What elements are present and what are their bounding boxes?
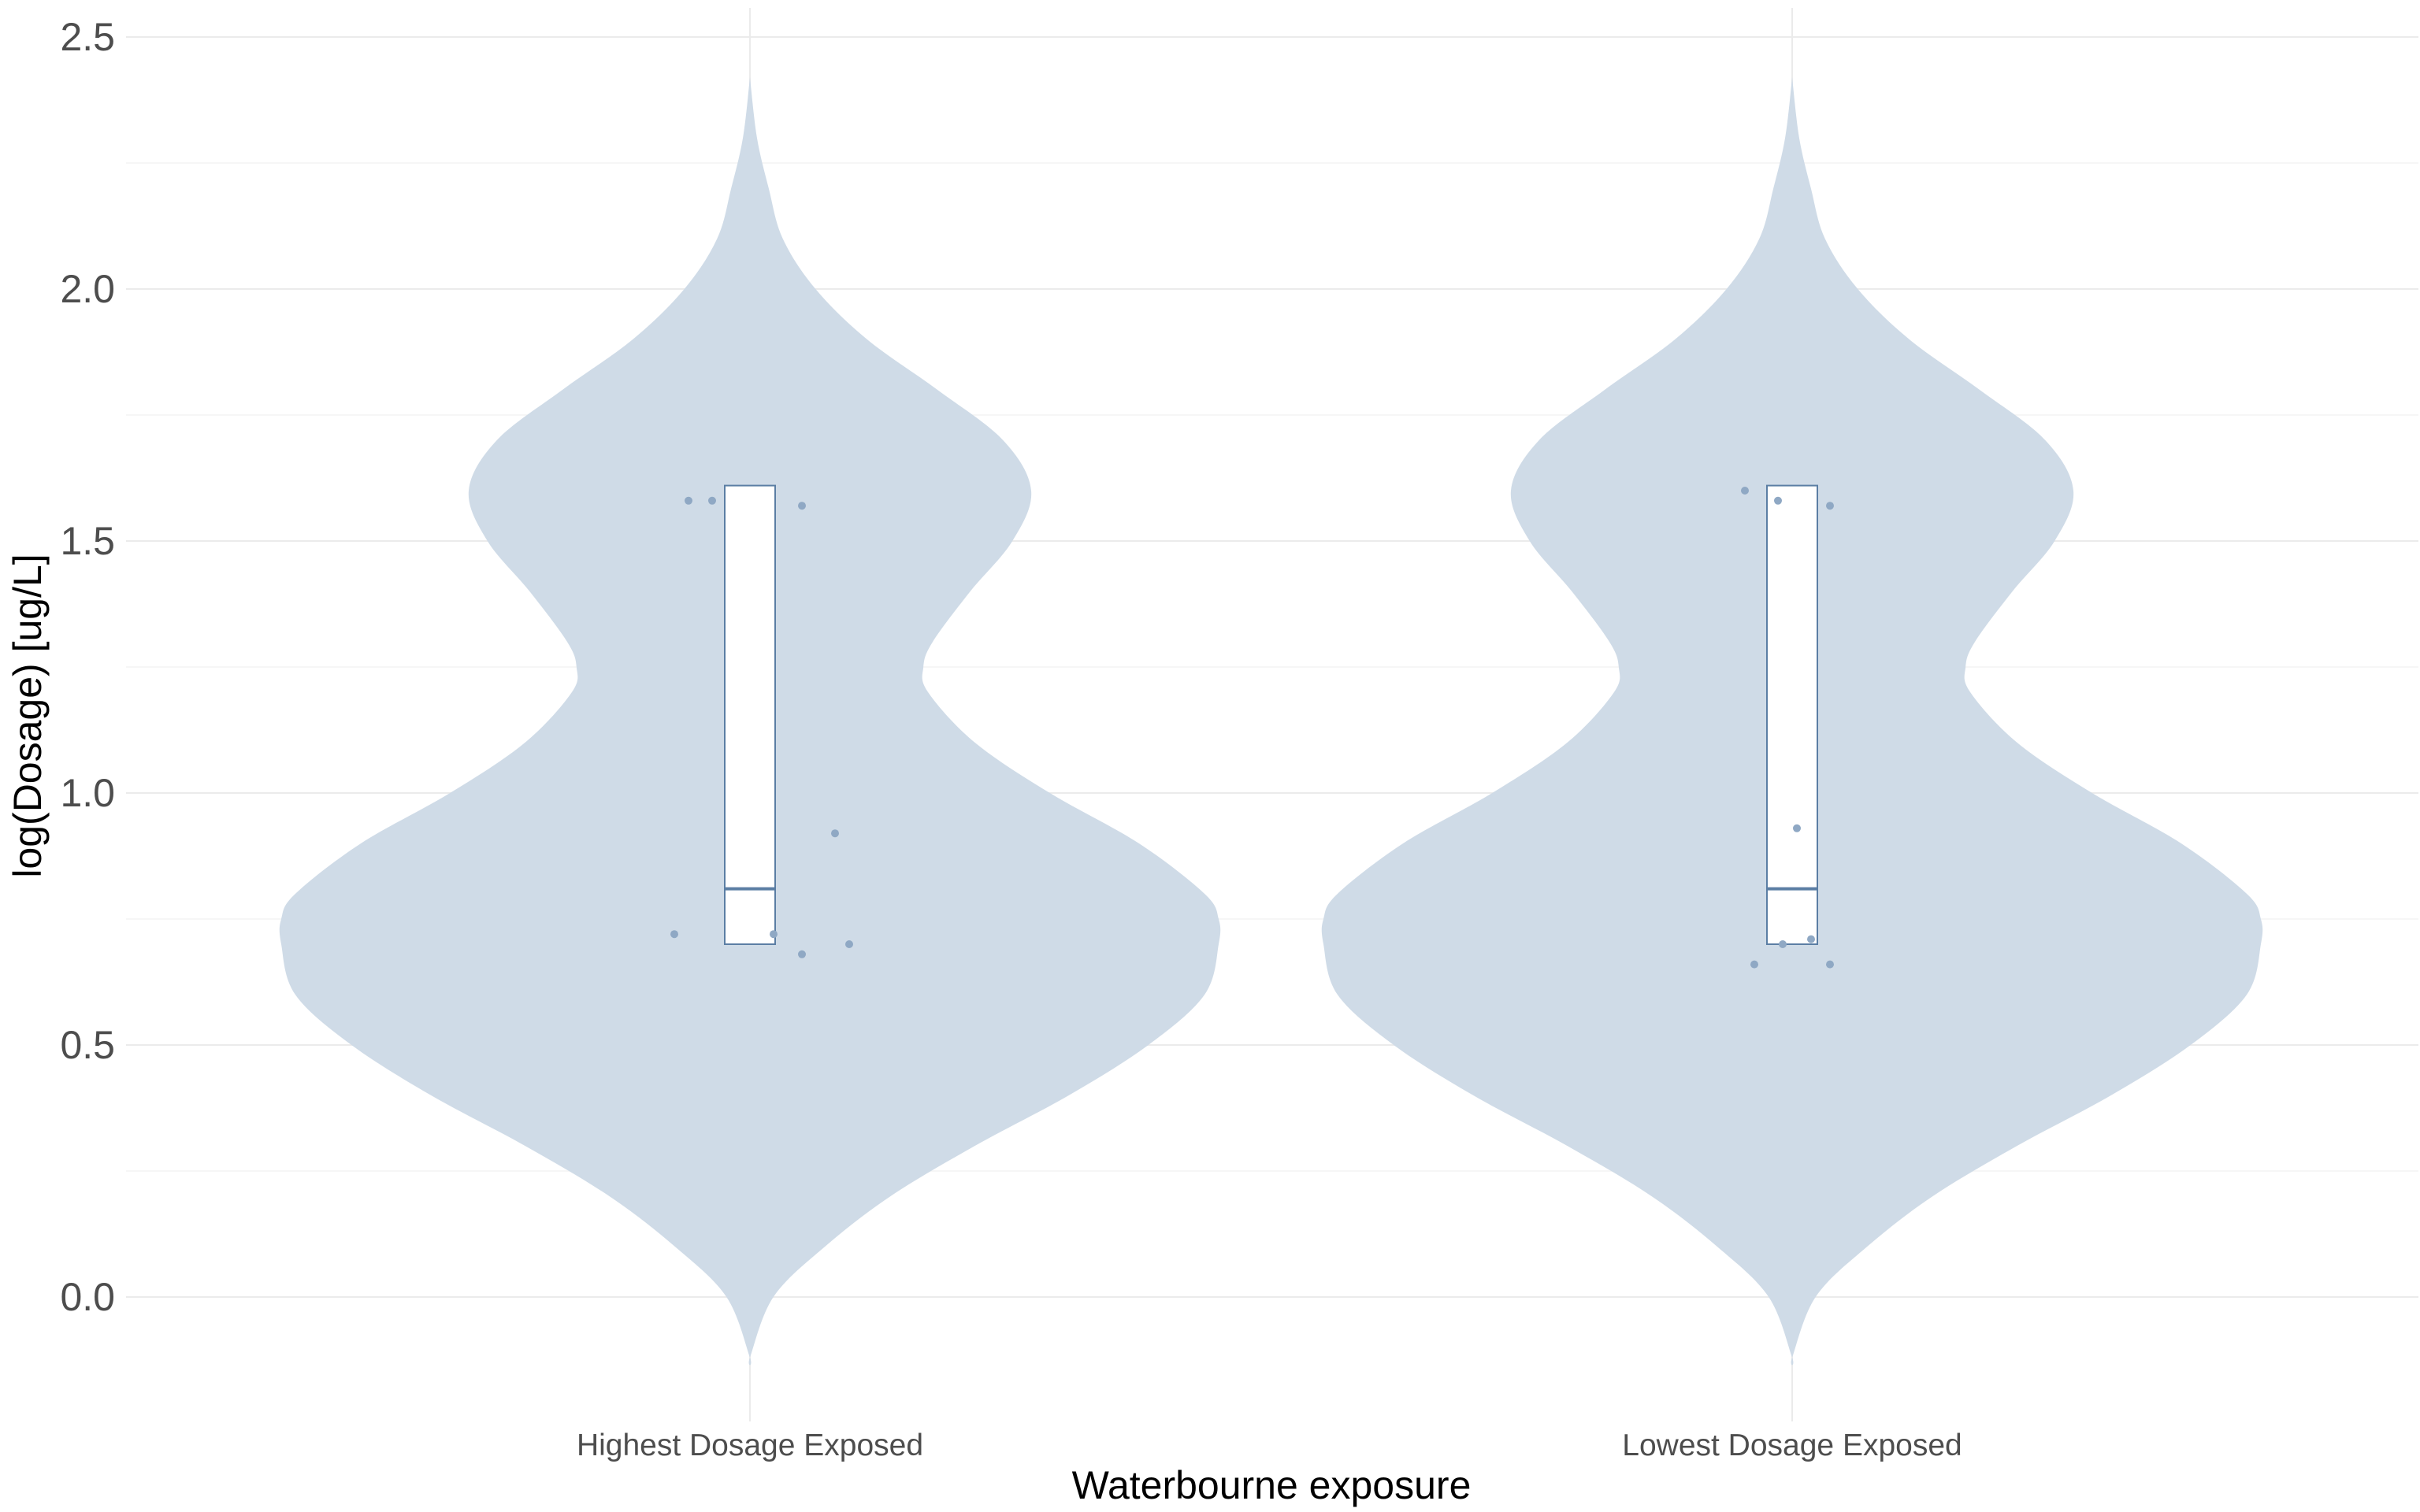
- data-point: [1774, 496, 1782, 505]
- y-tick-label: 1.5: [60, 519, 115, 563]
- y-tick-label: 0.0: [60, 1275, 115, 1319]
- data-point: [1826, 960, 1834, 969]
- x-tick-label: Highest Dosage Exposed: [577, 1429, 923, 1462]
- data-point: [1750, 960, 1758, 969]
- data-point: [1779, 940, 1787, 948]
- violins: [279, 77, 2263, 1366]
- x-axis-ticks: Highest Dosage Exposed Lowest Dosage Expo…: [577, 1429, 1962, 1462]
- y-axis-ticks: 0.0 0.5 1.0 1.5 2.0 2.5: [60, 15, 115, 1319]
- data-point: [1793, 824, 1801, 832]
- data-point: [831, 829, 839, 838]
- data-point: [798, 502, 806, 510]
- y-tick-label: 2.5: [60, 15, 115, 59]
- y-tick-label: 1.0: [60, 771, 115, 815]
- data-point: [685, 496, 692, 505]
- y-tick-label: 2.0: [60, 267, 115, 311]
- data-point: [1741, 487, 1749, 495]
- data-point: [1826, 502, 1834, 510]
- data-point: [670, 930, 678, 939]
- jitter-points: [670, 487, 1834, 969]
- box-highest: [724, 484, 776, 945]
- data-point: [708, 496, 716, 505]
- box-lowest: [1766, 484, 1818, 945]
- data-point: [1807, 935, 1815, 943]
- grid-lines: [126, 8, 2418, 1421]
- data-point: [845, 940, 853, 948]
- y-tick-label: 0.5: [60, 1023, 115, 1067]
- x-axis-title: Waterbourne exposure: [1072, 1463, 1472, 1507]
- y-axis-title: log(Dosage) [ug/L]: [6, 554, 50, 877]
- data-point: [770, 930, 778, 939]
- x-tick-label: Lowest Dosage Exposed: [1622, 1429, 1962, 1462]
- boxplots: [724, 484, 1818, 945]
- data-point: [798, 950, 806, 958]
